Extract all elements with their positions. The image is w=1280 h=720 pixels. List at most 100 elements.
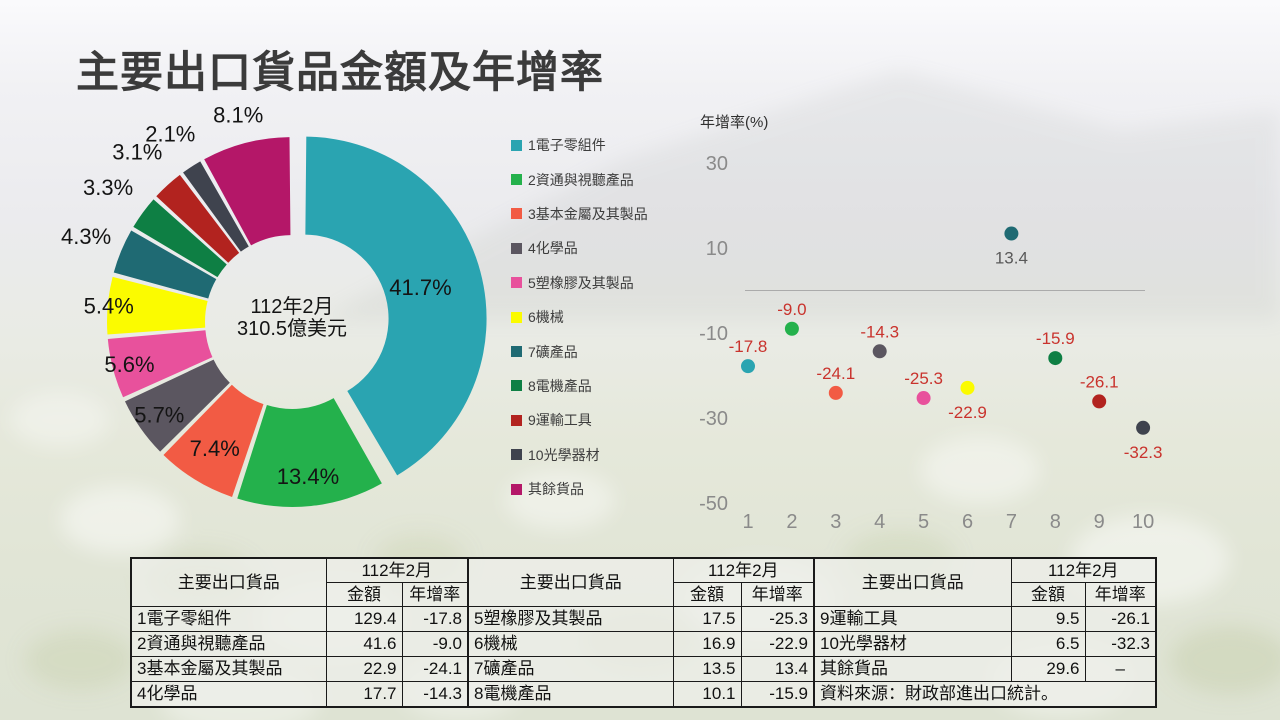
legend-label: 1電子零組件 — [528, 137, 606, 154]
cell-amount: 129.4 — [325, 606, 403, 632]
donut-slice-pct-label: 7.4% — [190, 436, 240, 461]
cell-amount: 6.5 — [1010, 631, 1086, 657]
legend-swatch-icon — [511, 483, 522, 495]
donut-slice-8電機產品 — [133, 199, 227, 278]
page-title: 主要出口貨品金額及年增率 — [76, 49, 604, 97]
cell-yoy: -24.1 — [401, 656, 469, 682]
legend-label: 3基本金屬及其製品 — [528, 205, 648, 222]
donut-slice-3基本金屬及其製品 — [163, 384, 264, 497]
cell-item-name: 5塑橡膠及其製品 — [467, 606, 674, 632]
export-table-3: 主要出口貨品 112年2月 金額 年增率 9運輸工具 9.5 -26.1 10光學器材 6.5-… — [813, 557, 1157, 708]
scatter-point-label: -15.9 — [1036, 329, 1075, 348]
scatter-x-tick: 9 — [1094, 511, 1105, 533]
cell-yoy: – — [1084, 656, 1157, 682]
scatter-x-tick: 4 — [874, 511, 885, 533]
scatter-x-tick: 1 — [742, 511, 753, 533]
donut-slice-4化學品 — [124, 359, 230, 452]
cell-item-name: 10光學器材 — [813, 631, 1012, 657]
scatter-point-1 — [741, 359, 755, 374]
cell-amount: 22.9 — [325, 656, 403, 682]
cell-item-name: 1電子零組件 — [130, 606, 327, 632]
scatter-x-tick: 6 — [962, 511, 973, 533]
export-table-1: 主要出口貨品 112年2月 金額 年增率 1電子零組件 129.4 -17.8 2資通與視聽產… — [130, 557, 469, 708]
donut-slice-pct-label: 13.4% — [277, 464, 339, 489]
donut-slice-10光學器材 — [183, 161, 249, 252]
donut-slice-pct-label: 3.1% — [112, 140, 162, 165]
scatter-point-label: -9.0 — [777, 300, 806, 319]
donut-chart: 41.7% 13.4% 7.4%5.7% 5.6% 5.4% 4.3% 3.3% 3.1%2.… — [61, 103, 487, 507]
scatter-point-label: -26.1 — [1080, 372, 1119, 391]
legend-label: 4化學品 — [528, 240, 578, 257]
cell-item-name: 2資通與視聽產品 — [130, 631, 327, 657]
donut-slice-5塑橡膠及其製品 — [107, 330, 213, 398]
cell-amount: 13.5 — [672, 656, 742, 682]
cell-item-name: 3基本金屬及其製品 — [130, 656, 327, 682]
col-header-period: 112年2月 — [1010, 557, 1157, 583]
legend-swatch-icon — [511, 449, 522, 461]
table-row: 其餘貨品 29.6– — [813, 656, 1157, 682]
cell-amount: 9.5 — [1010, 606, 1086, 632]
col-header-period: 112年2月 — [325, 557, 469, 583]
donut-slice-其餘貨品 — [204, 137, 291, 246]
cell-item-name: 8電機產品 — [467, 681, 674, 708]
donut-slice-pct-label: 5.4% — [84, 293, 134, 318]
donut-slice-pct-label: 41.7% — [389, 275, 451, 300]
legend-swatch-icon — [511, 311, 522, 323]
legend-swatch-icon — [511, 414, 522, 426]
scatter-x-tick: 2 — [786, 511, 797, 533]
legend-swatch-icon — [511, 208, 522, 220]
legend-label: 5塑橡膠及其製品 — [528, 274, 634, 291]
table-row: 1電子零組件 129.4 -17.8 — [130, 606, 469, 632]
legend-item: 8電機產品 — [511, 369, 648, 403]
col-header-yoy: 年增率 — [401, 582, 469, 607]
legend-swatch-icon — [511, 174, 522, 186]
legend-item: 1電子零組件 — [511, 128, 648, 162]
scatter-x-tick: 10 — [1132, 511, 1154, 533]
scatter-point-label: 13.4 — [995, 249, 1028, 268]
mountain-silhouette — [320, 70, 1280, 320]
legend-item: 9運輸工具 — [511, 403, 648, 437]
scatter-point-5 — [916, 391, 931, 406]
cell-yoy: -32.3 — [1084, 631, 1157, 657]
table-row: 9運輸工具 9.5 -26.1 — [813, 606, 1157, 632]
scatter-y-tick: 30 — [706, 153, 728, 175]
legend-swatch-icon — [511, 346, 522, 358]
scatter-point-9 — [1092, 394, 1107, 409]
scatter-y-tick: 10 — [706, 238, 728, 260]
cell-yoy: -15.9 — [740, 681, 815, 708]
donut-slice-pct-label: 3.3% — [83, 175, 133, 200]
cell-amount: 16.9 — [672, 631, 742, 657]
legend-item: 3基本金屬及其製品 — [511, 197, 648, 231]
scatter-point-label: -14.3 — [860, 322, 899, 341]
legend-item: 4化學品 — [511, 231, 648, 265]
data-source-note: 資料來源：財政部進出口統計。 — [813, 681, 1157, 708]
scatter-chart: 年增率(%) 30 10 -10 -30 -50 1 2 3 4 5 6 7 8 9 10 -17.8 -9.0 -… — [699, 114, 1162, 533]
donut-center-period: 112年2月 — [250, 296, 334, 318]
scatter-point-4 — [872, 344, 887, 359]
scatter-y-tick: -30 — [699, 408, 728, 430]
donut-slice-pct-label: 8.1% — [213, 103, 263, 128]
table-row: 4化學品 17.7 -14.3 — [130, 681, 469, 708]
scatter-point-label: -24.1 — [816, 364, 855, 383]
scatter-point-7 — [1004, 226, 1019, 241]
cell-amount: 17.5 — [672, 606, 742, 632]
scatter-x-tick: 8 — [1050, 511, 1061, 533]
donut-slice-7礦產品 — [113, 230, 217, 299]
scatter-point-2 — [784, 321, 799, 336]
cell-amount: 41.6 — [325, 631, 403, 657]
cell-yoy: -26.1 — [1084, 606, 1157, 632]
col-header-amount: 金額 — [325, 582, 403, 607]
scatter-point-3 — [828, 385, 843, 400]
donut-slice-2資通與視聽產品 — [237, 398, 382, 507]
table-row: 2資通與視聽產品 41.6 -9.0 — [130, 631, 469, 657]
cell-yoy: -22.9 — [740, 631, 815, 657]
scatter-y-tick: -50 — [699, 493, 728, 515]
cell-yoy: -9.0 — [401, 631, 469, 657]
col-header-item: 主要出口貨品 — [813, 557, 1012, 607]
donut-center-label: 112年2月 310.5億美元 — [182, 296, 402, 340]
scatter-x-tick: 5 — [918, 511, 929, 533]
cell-amount: 10.1 — [672, 681, 742, 708]
table-row: 10光學器材 6.5 -32.3 — [813, 631, 1157, 657]
scatter-x-tick: 3 — [830, 511, 841, 533]
